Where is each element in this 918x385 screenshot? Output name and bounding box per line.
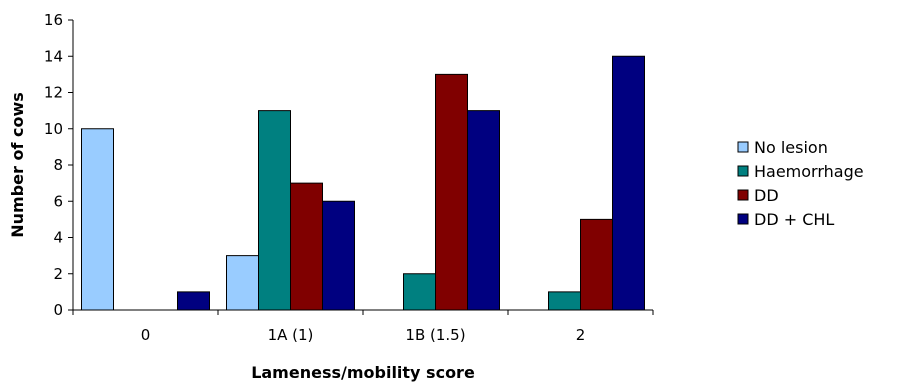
legend-swatch	[737, 165, 749, 177]
plot-area: 0 2 4 6 8 10 12 14 16 0 1A (1) 1B (1.5) 2	[44, 11, 654, 344]
bar	[322, 200, 355, 311]
bar	[290, 182, 323, 311]
legend: No lesion Haemorrhage DD DD + CHL	[737, 138, 864, 229]
y-tick-label: 0	[53, 301, 63, 319]
bar	[580, 218, 613, 311]
y-tick-label: 6	[53, 192, 63, 210]
bar	[548, 291, 581, 311]
y-tick-label: 4	[53, 229, 63, 247]
bar	[435, 73, 468, 311]
bar	[467, 110, 500, 311]
y-tick-label: 12	[44, 84, 63, 102]
legend-label: Haemorrhage	[754, 162, 864, 181]
x-tick-label: 2	[576, 326, 586, 344]
bar	[612, 55, 645, 311]
legend-label: No lesion	[754, 138, 828, 157]
x-tick-label: 0	[141, 326, 151, 344]
legend-swatch	[737, 189, 749, 201]
x-axis-title: Lameness/mobility score	[251, 363, 475, 382]
legend-label: DD + CHL	[754, 210, 834, 229]
bar	[258, 110, 291, 311]
legend-swatch	[737, 213, 749, 225]
bar	[177, 291, 210, 311]
x-tick-label: 1A (1)	[268, 326, 314, 344]
y-tick-label: 8	[53, 156, 63, 174]
bar	[403, 273, 436, 311]
legend-label: DD	[754, 186, 779, 205]
y-tick-label: 16	[44, 11, 63, 29]
bar	[81, 128, 114, 311]
legend-swatch	[737, 141, 749, 153]
y-tick-label: 10	[44, 120, 63, 138]
y-tick-label: 2	[53, 265, 63, 283]
y-tick-label: 14	[44, 47, 63, 65]
bar	[226, 255, 259, 311]
x-tick-label: 1B (1.5)	[405, 326, 465, 344]
y-axis-title: Number of cows	[8, 92, 27, 238]
